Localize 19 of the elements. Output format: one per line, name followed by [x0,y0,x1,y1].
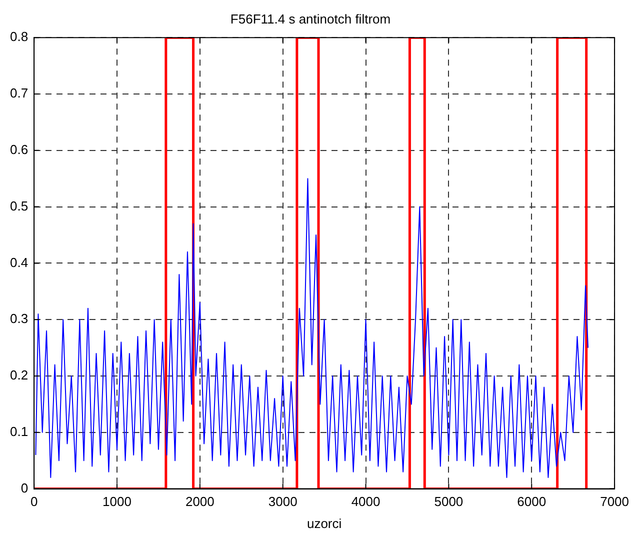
y-tick-label: 0.7 [10,86,28,101]
x-tick-label: 7000 [600,494,629,510]
y-tick-label: 0.1 [10,424,28,439]
x-tick-label: 4000 [351,494,380,510]
y-tick-label: 0.3 [10,311,28,326]
x-tick-label: 2000 [185,494,214,510]
chart-title: F56F11.4 s antinotch filtrom [230,11,391,26]
x-tick-label: 0 [30,494,38,510]
y-tick-label: 0.5 [10,198,28,214]
y-tick-label: 0.4 [10,254,28,270]
x-axis-title: uzorci [306,516,342,531]
y-tick-label: 0 [20,480,28,496]
y-tick-label: 0.6 [10,142,28,157]
x-tick-label: 3000 [268,494,298,510]
x-tick-label: 5000 [434,494,464,510]
x-tick-label: 1000 [102,494,132,510]
y-tick-label: 0.8 [10,29,28,44]
y-tick-label: 0.2 [10,368,28,383]
x-tick-label: 6000 [517,494,546,510]
